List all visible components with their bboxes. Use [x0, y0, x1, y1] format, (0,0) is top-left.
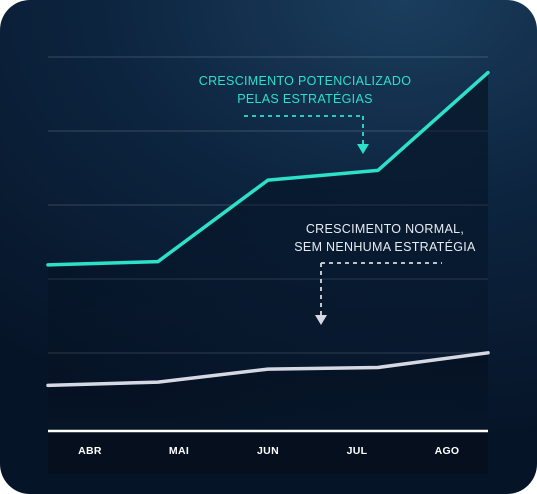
series-line	[46, 351, 490, 388]
series-area	[48, 352, 488, 429]
x-tick-label: AGO	[434, 445, 460, 457]
x-tick-label: JUN	[257, 445, 279, 457]
annotation-arrow-bottom	[315, 262, 442, 325]
annotation-top-line-1: CRESCIMENTO POTENCIALIZADO	[198, 74, 412, 88]
series-line	[46, 70, 490, 267]
annotation-bottom: CRESCIMENTO NORMAL, SEM NENHUMA ESTRATÉG…	[270, 220, 500, 256]
annotation-arrow-top	[244, 115, 369, 154]
x-tick-label: MAI	[168, 445, 190, 457]
x-axis-band	[48, 430, 488, 474]
annotation-top: CRESCIMENTO POTENCIALIZADO PELAS ESTRATÉ…	[190, 72, 420, 108]
x-tick-label: JUL	[346, 445, 368, 457]
annotation-bottom-line-1: CRESCIMENTO NORMAL,	[305, 222, 465, 236]
annotation-top-line-2: PELAS ESTRATÉGIAS	[237, 92, 373, 106]
series-lines	[46, 70, 490, 388]
series-area	[48, 72, 488, 429]
x-tick-label: ABR	[78, 445, 102, 457]
series-shading	[48, 72, 488, 429]
annotation-bottom-line-2: SEM NENHUMA ESTRATÉGIA	[294, 240, 476, 254]
